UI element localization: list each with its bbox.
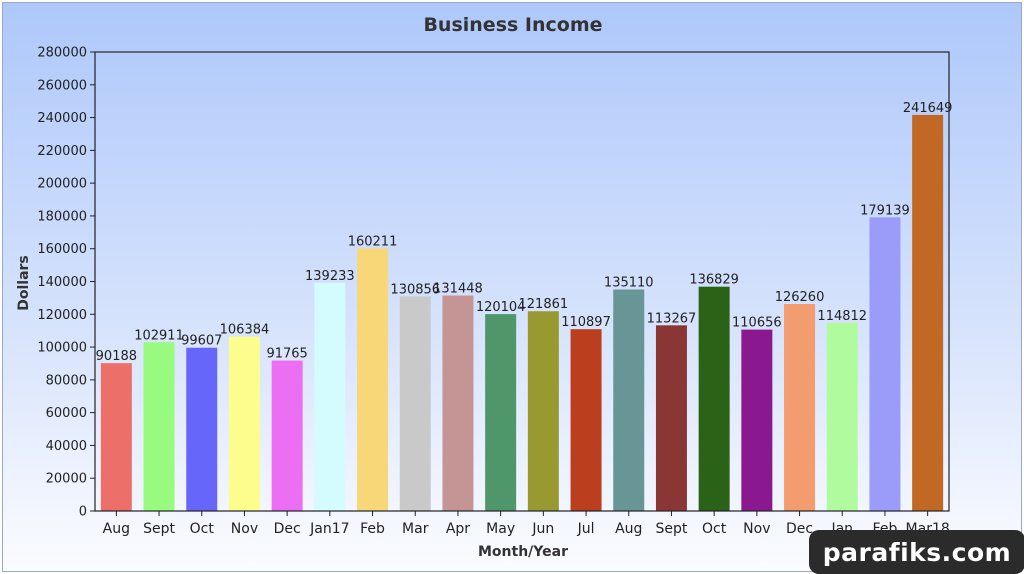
x-tick-label: Sept xyxy=(143,521,175,537)
bar xyxy=(399,296,431,511)
data-label: 121861 xyxy=(519,297,569,312)
x-tick-label: Oct xyxy=(190,521,215,537)
data-label: 91765 xyxy=(266,347,307,362)
y-tick-label: 60000 xyxy=(46,406,87,421)
bar xyxy=(741,329,773,511)
y-tick-label: 120000 xyxy=(37,308,87,323)
data-label: 113267 xyxy=(647,311,697,326)
x-tick-label: Oct xyxy=(702,521,727,537)
x-tick-label: Nov xyxy=(231,521,258,537)
bar xyxy=(228,336,260,511)
bar xyxy=(613,289,645,511)
x-tick-label: Aug xyxy=(615,521,642,537)
data-label: 130856 xyxy=(390,282,440,297)
data-label: 139233 xyxy=(305,269,355,284)
y-tick-label: 240000 xyxy=(37,111,87,126)
data-label: 131448 xyxy=(433,282,483,297)
chart-title: Business Income xyxy=(423,14,602,36)
y-tick-label: 100000 xyxy=(37,341,87,356)
y-tick-label: 280000 xyxy=(37,46,87,61)
x-tick-label: Jul xyxy=(577,521,595,537)
data-label: 114812 xyxy=(817,309,867,324)
x-tick-label: Mar xyxy=(402,521,429,537)
x-tick-label: Dec xyxy=(274,521,301,537)
data-label: 110656 xyxy=(732,316,782,331)
y-tick-label: 40000 xyxy=(46,439,87,454)
y-axis: 0 20000 40000 60000 80000 100000 120000 140000 1… xyxy=(37,46,95,520)
data-label: 106384 xyxy=(220,323,270,338)
bar xyxy=(186,347,218,511)
x-tick-label: Dec xyxy=(786,521,813,537)
y-tick-label: 220000 xyxy=(37,144,87,159)
data-label: 110897 xyxy=(561,315,611,330)
data-label: 136829 xyxy=(689,273,739,288)
x-tick-label: May xyxy=(486,521,515,537)
bar xyxy=(784,304,816,511)
data-label: 241649 xyxy=(903,101,953,116)
y-tick-label: 80000 xyxy=(46,373,87,388)
y-tick-label: 160000 xyxy=(37,242,87,257)
bar xyxy=(527,311,559,511)
bar-series xyxy=(100,114,944,511)
bar xyxy=(485,314,517,511)
bar xyxy=(314,282,346,511)
y-tick-label: 0 xyxy=(79,505,87,520)
bar xyxy=(143,342,175,511)
bar xyxy=(271,360,303,511)
y-tick-label: 140000 xyxy=(37,275,87,290)
x-tick-label: Jan17 xyxy=(309,521,349,537)
bar xyxy=(100,363,132,511)
bar-chart: Business Income 0 20000 40000 60000 80000 100… xyxy=(16,14,953,560)
bar xyxy=(655,325,687,511)
data-label: 135110 xyxy=(604,276,654,291)
data-label: 179139 xyxy=(860,203,910,218)
data-label: 102911 xyxy=(134,328,184,343)
bar xyxy=(869,217,901,511)
data-label: 126260 xyxy=(775,290,825,305)
bar xyxy=(912,114,944,511)
y-axis-title: Dollars xyxy=(16,255,32,311)
x-tick-label: Nov xyxy=(743,521,770,537)
y-tick-label: 180000 xyxy=(37,209,87,224)
x-tick-label: Jun xyxy=(531,521,554,537)
data-label: 99607 xyxy=(181,334,222,349)
y-tick-label: 20000 xyxy=(46,472,87,487)
bar xyxy=(698,286,730,511)
bar xyxy=(357,248,389,511)
x-tick-label: Aug xyxy=(103,521,130,537)
plot-area xyxy=(94,51,950,512)
watermark-logo: parafiks.com xyxy=(809,530,1024,574)
x-tick-label: Apr xyxy=(446,521,470,537)
data-label: 90188 xyxy=(96,349,137,364)
y-tick-label: 260000 xyxy=(37,78,87,93)
bar xyxy=(570,329,602,511)
x-tick-label: Sept xyxy=(656,521,688,537)
x-tick-label: Feb xyxy=(360,521,385,537)
data-label: 160211 xyxy=(348,234,398,249)
y-tick-label: 200000 xyxy=(37,177,87,192)
bar xyxy=(826,322,858,511)
bar xyxy=(442,295,474,511)
data-label: 120104 xyxy=(476,300,526,315)
x-axis-title: Month/Year xyxy=(478,544,568,560)
